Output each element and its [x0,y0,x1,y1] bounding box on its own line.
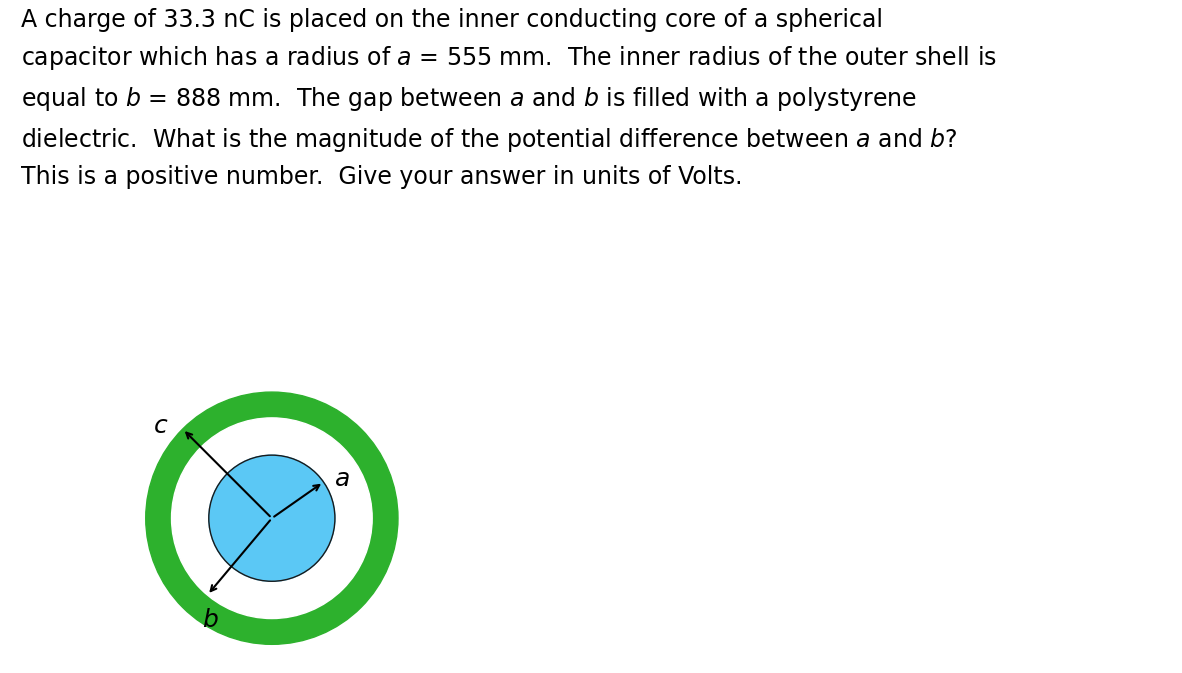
Circle shape [209,455,335,581]
Text: A charge of 33.3 nC is placed on the inner conducting core of a spherical
capaci: A charge of 33.3 nC is placed on the inn… [21,8,998,189]
Circle shape [171,418,372,618]
Circle shape [145,392,398,644]
Text: $b$: $b$ [202,608,219,632]
Text: $c$: $c$ [152,414,168,438]
Text: $a$: $a$ [333,467,350,491]
